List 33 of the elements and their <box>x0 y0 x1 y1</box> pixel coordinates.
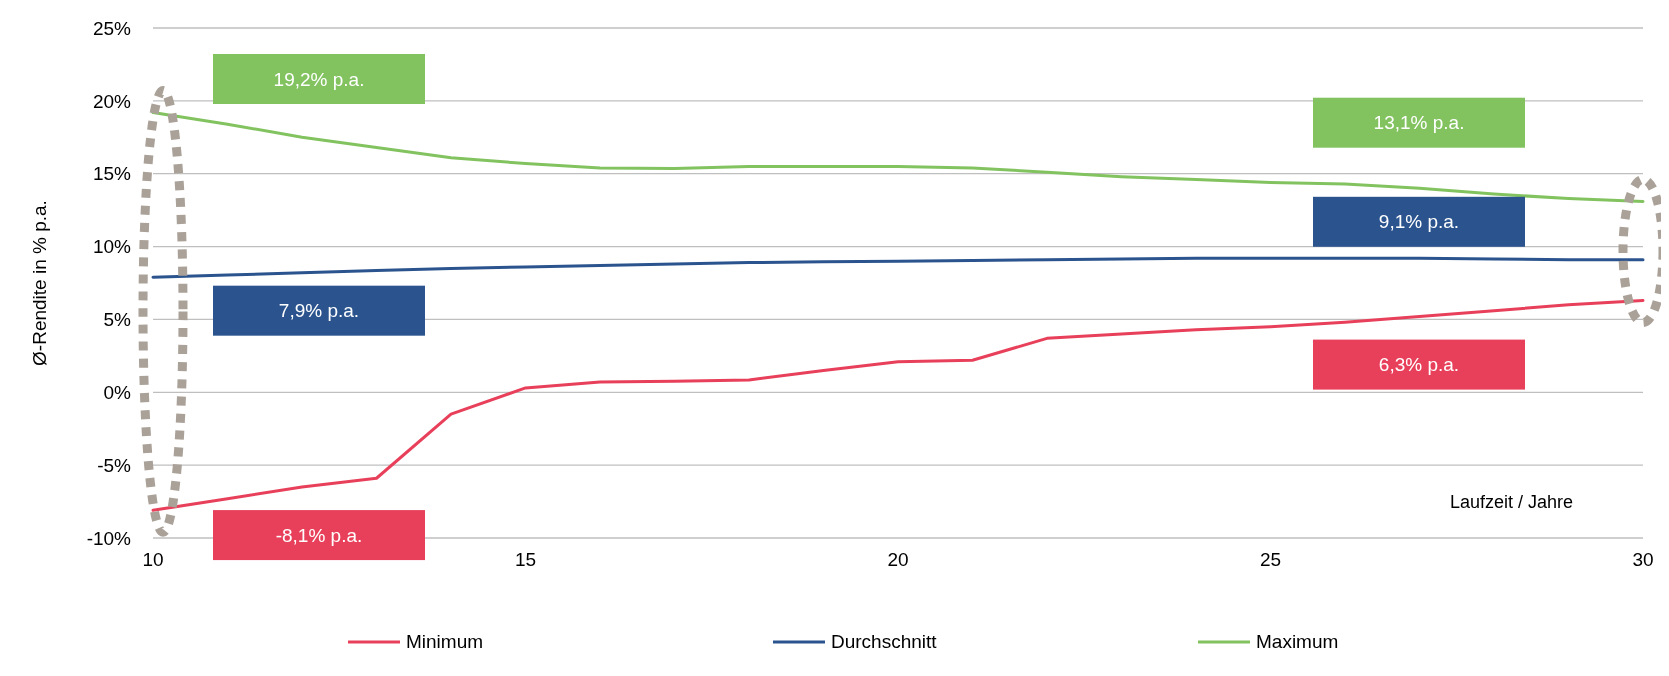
annotation: 13,1% p.a. <box>1373 112 1465 134</box>
annotation: 7,9% p.a. <box>278 300 360 322</box>
y-tick-label: 25% <box>92 17 132 39</box>
annotation: 19,2% p.a. <box>273 68 365 90</box>
legend-label: Minimum <box>406 631 484 652</box>
y-tick-label: 0% <box>103 381 132 403</box>
line-series <box>151 111 1645 203</box>
legend-label: Durchschnitt <box>831 631 938 652</box>
y-tick-label: 10% <box>92 236 132 258</box>
annotation: -8,1% p.a. <box>275 524 363 546</box>
x-tick-label: 15 <box>514 549 537 570</box>
y-tick-label: -10% <box>86 527 132 549</box>
line-series <box>151 256 1645 279</box>
label-box: 13,1% p.a. <box>1313 97 1525 148</box>
legend-label: Maximum <box>1256 631 1339 652</box>
label-box: 19,2% p.a. <box>213 54 425 104</box>
annotation: 9,1% p.a. <box>1378 211 1460 233</box>
x-tick-label: 30 <box>1632 549 1654 570</box>
x-axis-title: Laufzeit / Jahre <box>1449 492 1573 512</box>
y-tick-label: -5% <box>97 454 132 476</box>
label-box: 6,3% p.a. <box>1313 339 1525 390</box>
label-box: -8,1% p.a. <box>213 510 425 561</box>
label-box: 9,1% p.a. <box>1313 196 1525 247</box>
line-series <box>151 298 1645 512</box>
y-tick-label: 20% <box>92 90 132 112</box>
x-tick-label: 25 <box>1259 549 1282 570</box>
y-tick-label: 15% <box>92 163 132 185</box>
annotation: 6,3% p.a. <box>1378 354 1460 376</box>
x-tick-label: 20 <box>887 549 909 570</box>
y-axis-title: Ø-Rendite in % p.a. <box>29 200 50 366</box>
label-box: 7,9% p.a. <box>213 285 425 336</box>
y-tick-label: 5% <box>103 309 132 331</box>
x-tick-label: 10 <box>142 549 164 570</box>
